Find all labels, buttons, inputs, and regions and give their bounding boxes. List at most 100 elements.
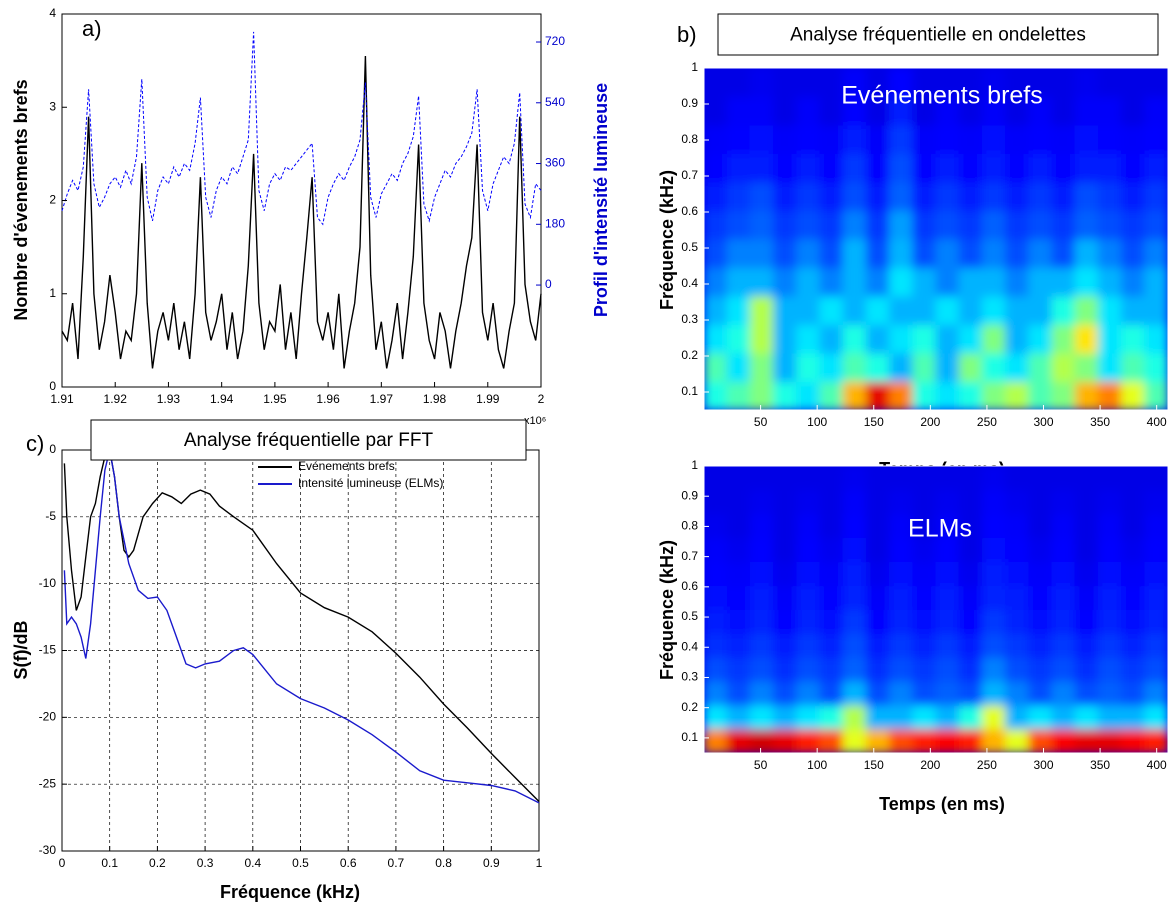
heatmap-cell bbox=[958, 68, 983, 97]
heatmap-cell bbox=[749, 381, 775, 410]
heatmap-cell bbox=[796, 537, 821, 563]
heatmap-cell bbox=[773, 609, 798, 634]
heatmap-cell bbox=[935, 728, 960, 753]
heatmap-cell bbox=[726, 704, 751, 730]
heatmap-cell bbox=[889, 680, 914, 706]
heatmap-cell bbox=[981, 181, 1007, 211]
heatmap-cell bbox=[981, 68, 1007, 97]
heatmap-cell bbox=[981, 656, 1007, 682]
heatmap-cell bbox=[912, 210, 937, 240]
y-tick-label: 0 bbox=[49, 442, 56, 456]
heatmap-cell bbox=[865, 656, 891, 682]
heatmap-cell bbox=[1097, 238, 1123, 268]
heatmap-cell bbox=[958, 238, 983, 268]
heatmap-cell bbox=[865, 295, 891, 325]
annotation: Evénements brefs bbox=[841, 82, 1043, 110]
heatmap-cell bbox=[1005, 632, 1030, 658]
heatmap-cell bbox=[1005, 513, 1030, 539]
heatmap-cell bbox=[842, 238, 867, 268]
heatmap-cell bbox=[1005, 489, 1030, 515]
heatmap-cell bbox=[912, 704, 937, 730]
heatmap-cell bbox=[704, 295, 728, 325]
y-tick-label: 0.4 bbox=[681, 639, 698, 653]
heatmap-cell bbox=[1097, 324, 1123, 354]
heatmap-cell bbox=[935, 632, 960, 658]
heatmap-cell bbox=[842, 609, 867, 634]
heatmap-cell bbox=[958, 352, 983, 382]
heatmap-cell bbox=[819, 295, 844, 325]
heatmap-cell bbox=[773, 181, 798, 211]
heatmap-cell bbox=[749, 238, 775, 268]
x-tick-label: 1.91 bbox=[50, 392, 74, 406]
series-line bbox=[61, 55, 542, 369]
legend-label: Evénements brefs bbox=[298, 459, 395, 473]
heatmap-cell bbox=[796, 728, 821, 753]
heatmap-cell bbox=[1074, 68, 1099, 97]
heatmap-cell bbox=[796, 561, 821, 587]
heatmap-cell bbox=[889, 513, 914, 539]
heatmap-cell bbox=[1074, 96, 1099, 126]
heatmap-cell bbox=[842, 585, 867, 610]
heatmap-cell bbox=[1097, 489, 1123, 515]
heatmap-cell bbox=[773, 124, 798, 154]
heatmap-cell bbox=[1028, 295, 1053, 325]
y-tick-label: 0.5 bbox=[681, 609, 698, 623]
x-tick-label: 400 bbox=[1147, 415, 1167, 429]
heatmap-cell bbox=[704, 381, 728, 410]
y-tick-label: 0.6 bbox=[681, 579, 698, 593]
x-tick-label: 250 bbox=[977, 758, 997, 772]
heatmap-cell bbox=[1005, 585, 1030, 610]
heatmap-cell bbox=[796, 324, 821, 354]
heatmap-cell bbox=[865, 352, 891, 382]
heatmap-cell bbox=[1051, 124, 1076, 154]
heatmap-cell bbox=[773, 513, 798, 539]
y-tick-label: 0.7 bbox=[681, 549, 698, 563]
heatmap-cell bbox=[842, 352, 867, 382]
heatmap-cell bbox=[1121, 352, 1146, 382]
x-tick-label: 0.5 bbox=[292, 856, 309, 870]
x-tick-label: 1.99 bbox=[476, 392, 500, 406]
heatmap-cell bbox=[1074, 210, 1099, 240]
heatmap-cell bbox=[1144, 267, 1168, 297]
heatmap-cell bbox=[912, 238, 937, 268]
heatmap-cell bbox=[704, 181, 728, 211]
heatmap-cell bbox=[1005, 153, 1030, 183]
x-tick-label: 50 bbox=[754, 758, 768, 772]
heatmap-cell bbox=[1144, 96, 1168, 126]
heatmap-cell bbox=[865, 324, 891, 354]
heatmap-cell bbox=[773, 561, 798, 587]
heatmap-cell bbox=[981, 295, 1007, 325]
heatmap-cell bbox=[1074, 352, 1099, 382]
heatmap-cell bbox=[773, 704, 798, 730]
heatmap-cell bbox=[1005, 68, 1030, 97]
heatmap-cell bbox=[935, 680, 960, 706]
heatmap-cell bbox=[935, 324, 960, 354]
heatmap-cell bbox=[1028, 561, 1053, 587]
heatmap-cell bbox=[726, 561, 751, 587]
y2-tick-label: 720 bbox=[545, 34, 565, 48]
heatmap-cell bbox=[1074, 267, 1099, 297]
heatmap-cell bbox=[958, 609, 983, 634]
heatmap-cell bbox=[912, 680, 937, 706]
heatmap-cell bbox=[1051, 609, 1076, 634]
heatmap-cell bbox=[773, 267, 798, 297]
heatmap-cell bbox=[1144, 466, 1168, 491]
y-tick-label: 2 bbox=[49, 193, 56, 207]
panel-label: b) bbox=[677, 22, 697, 47]
heatmap-cell bbox=[749, 656, 775, 682]
heatmap-cell bbox=[842, 153, 867, 183]
heatmap-cell bbox=[981, 632, 1007, 658]
heatmap-cell bbox=[981, 609, 1007, 634]
heatmap-cell bbox=[912, 537, 937, 563]
heatmap-cell bbox=[726, 181, 751, 211]
x-tick-label: 0.6 bbox=[340, 856, 357, 870]
heatmap-cell bbox=[1005, 680, 1030, 706]
heatmap-cell bbox=[796, 96, 821, 126]
series-line bbox=[63, 449, 540, 804]
x-tick-label: 0 bbox=[59, 856, 66, 870]
heatmap-cell bbox=[912, 513, 937, 539]
y-tick-label: 0.7 bbox=[681, 168, 698, 182]
heatmap-cell bbox=[889, 728, 914, 753]
legend-label: Intensité lumineuse (ELMs) bbox=[298, 476, 443, 490]
heatmap-cell bbox=[1144, 537, 1168, 563]
